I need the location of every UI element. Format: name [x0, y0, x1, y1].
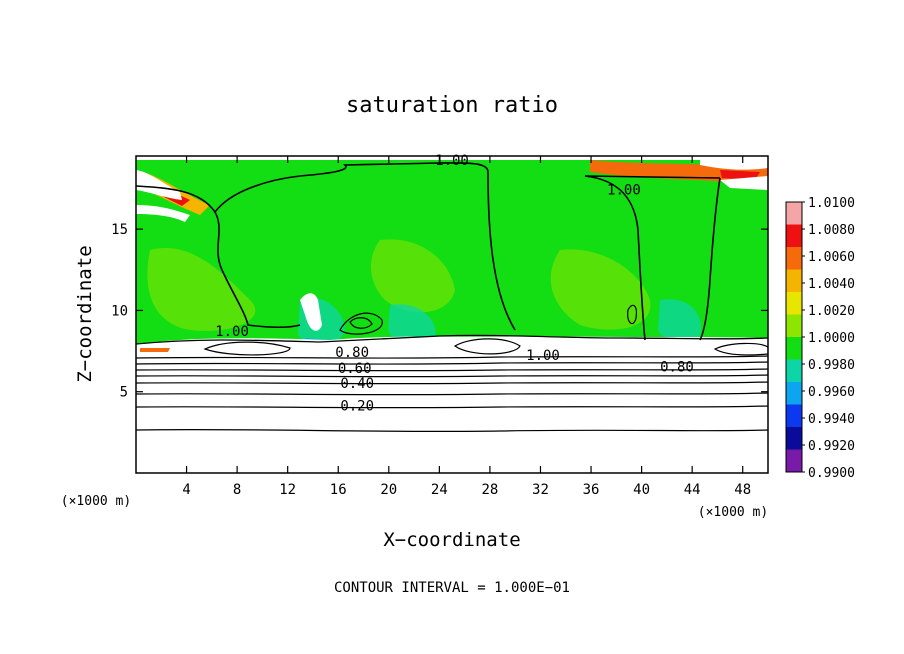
colorbar-label: 1.0000 — [808, 331, 855, 346]
plot-frame — [135, 155, 769, 474]
chart-title: saturation ratio — [346, 93, 558, 118]
contour-label: 0.40 — [340, 376, 374, 392]
cyan-patches — [298, 297, 701, 347]
colorbar-label: 1.0080 — [808, 223, 855, 238]
contour-label: 1.00 — [607, 182, 641, 198]
contour-label: 0.80 — [660, 360, 694, 376]
x-tick-label: 4 — [182, 482, 190, 498]
colorbar-swatch — [786, 427, 802, 450]
x-tick-label: 32 — [532, 482, 549, 498]
x-axis: 4 8 12 16 20 24 28 32 36 40 44 48 — [182, 156, 751, 498]
contour-interval-note: CONTOUR INTERVAL = 1.000E−01 — [334, 580, 570, 596]
dry-layer — [136, 346, 768, 473]
y-tick-label: 5 — [120, 385, 128, 401]
colorbar-swatch — [786, 359, 802, 383]
contour-label: 1.00 — [435, 153, 469, 169]
colorbar-swatch — [786, 314, 802, 338]
moist-patches — [147, 239, 651, 331]
y-tick-label: 10 — [111, 303, 128, 319]
contour-1.00-upper — [136, 185, 301, 329]
x-tick-label: 20 — [380, 482, 397, 498]
contour-1.00-right — [584, 175, 721, 341]
x-axis-label: X−coordinate — [383, 529, 520, 551]
contour-layer-0.20 — [136, 428, 768, 433]
contour-cell-5 — [627, 304, 637, 325]
colorbar-swatch — [786, 382, 802, 405]
colorbar-label: 0.9900 — [808, 466, 855, 481]
y-axis: 5 10 15 — [111, 222, 768, 401]
colorbar-label: 0.9920 — [808, 439, 855, 454]
colorbar-swatch — [786, 202, 802, 225]
contour-cell-4 — [339, 312, 383, 335]
contour-label: 1.00 — [526, 348, 560, 364]
x-tick-label: 24 — [431, 482, 448, 498]
boundary-edge — [136, 336, 768, 350]
y-axis-label: Z−coordinate — [74, 245, 96, 382]
x-tick-label: 28 — [481, 482, 498, 498]
contour-cell-3 — [713, 342, 768, 356]
colorbar-swatch — [786, 247, 802, 270]
contour-layer-0.30 — [136, 405, 768, 409]
contour-layer-0.50 — [136, 381, 768, 385]
contour-layer-0.80 — [136, 361, 768, 365]
edge-color — [140, 348, 170, 352]
contour-1.00-mid — [214, 162, 516, 331]
contour-label: 0.80 — [335, 345, 369, 361]
contour-bl-cloud — [136, 334, 768, 345]
y-tick-label: 15 — [111, 222, 128, 238]
x-tick-label: 44 — [684, 482, 701, 498]
colorbar-swatch — [786, 337, 802, 360]
contour-label: 1.00 — [215, 324, 249, 340]
x-tick-label: 40 — [633, 482, 650, 498]
x-tick-label: 16 — [330, 482, 347, 498]
colorbar-label: 1.0020 — [808, 304, 855, 319]
contour-label: 0.60 — [338, 361, 372, 377]
plot-area — [136, 156, 768, 473]
colorbar-swatch — [786, 449, 802, 473]
colorbar-label: 0.9980 — [808, 358, 855, 373]
cloud-free-white-tr — [700, 160, 768, 190]
contour-layer-0.70 — [136, 368, 768, 372]
x-tick-label: 48 — [734, 482, 751, 498]
contour-cell-1 — [203, 341, 291, 356]
contour-labels: 1.001.001.001.000.800.800.600.400.20 — [215, 153, 694, 415]
x-tick-label: 8 — [233, 482, 241, 498]
x-unit-right: (×1000 m) — [698, 505, 768, 520]
cloud-free-white-top — [136, 156, 768, 160]
colorbar-label: 0.9940 — [808, 412, 855, 427]
colorbar-label: 1.0060 — [808, 250, 855, 265]
contour-layer-0.60 — [136, 374, 768, 378]
contour-cell-2 — [453, 338, 521, 355]
x-unit-left: (×1000 m) — [61, 494, 131, 509]
colorbar-swatch — [786, 292, 802, 315]
x-tick-label: 12 — [279, 482, 296, 498]
white-plume — [300, 293, 322, 331]
contour-label: 0.20 — [340, 399, 374, 415]
colorbar-swatch — [786, 269, 802, 293]
contour-layer-0.40 — [136, 392, 768, 396]
colorbar-label: 1.0040 — [808, 277, 855, 292]
colorbar-swatch — [786, 224, 802, 248]
colorbar: 1.0100 1.0080 1.0060 1.0040 1.0020 1.0000 0.99… — [785, 196, 855, 481]
contour-layer-0.90 — [136, 355, 768, 359]
contour-lines — [136, 162, 768, 433]
colorbar-swatch — [786, 404, 802, 428]
colorbar-label: 1.0100 — [808, 196, 855, 211]
colorbar-label: 0.9960 — [808, 385, 855, 400]
x-tick-label: 36 — [583, 482, 600, 498]
